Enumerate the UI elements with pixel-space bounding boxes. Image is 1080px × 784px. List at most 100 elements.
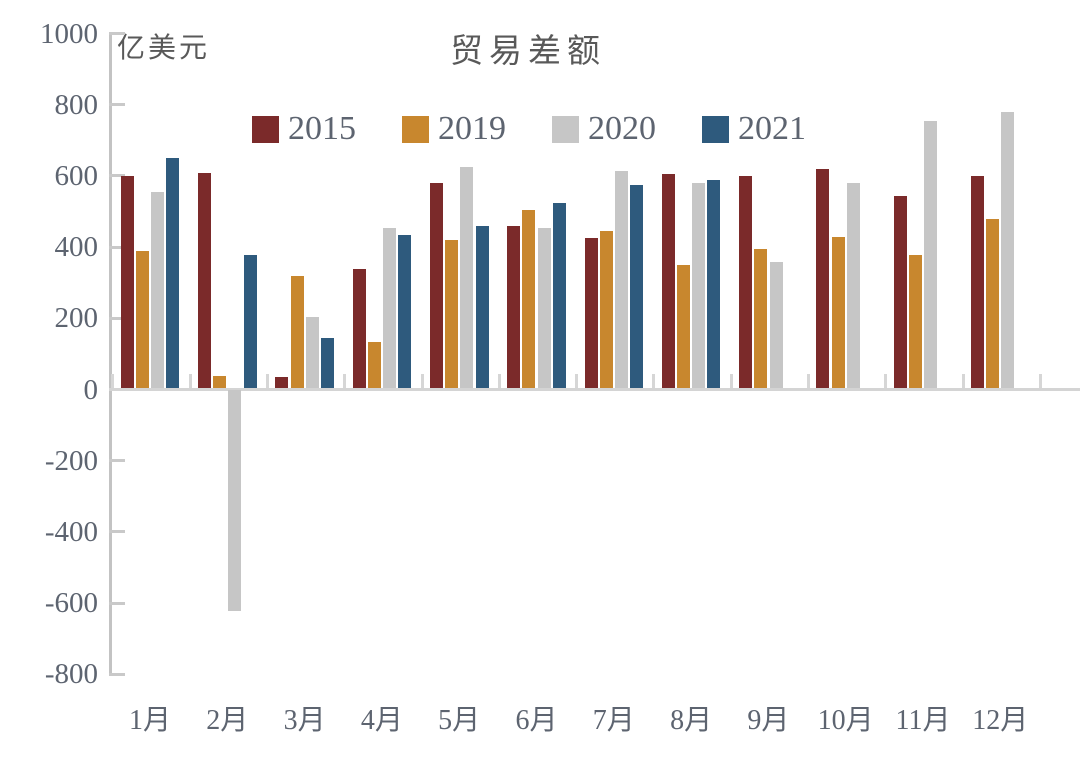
bar-2019-month6	[522, 210, 536, 388]
y-axis-tick	[109, 103, 125, 107]
bar-2021-month2	[243, 254, 257, 388]
bar-2020-month11	[924, 121, 938, 388]
y-axis-tick	[109, 672, 125, 676]
x-axis-month-label: 12月	[972, 705, 1029, 736]
bar-2015-month11	[893, 195, 907, 388]
x-axis-tick	[188, 374, 192, 388]
bar-2019-month4	[367, 341, 381, 388]
bar-2019-month10	[831, 236, 845, 388]
x-axis-month-label: 11月	[895, 705, 951, 736]
x-axis-month-label: 4月	[360, 705, 403, 736]
x-axis-tick	[1038, 374, 1042, 388]
legend-label-2020: 2020	[588, 110, 656, 147]
bar-2019-month2	[213, 375, 227, 388]
x-axis-line	[109, 388, 1080, 391]
y-axis-tick	[109, 32, 125, 35]
y-axis-tick	[109, 459, 125, 463]
x-axis-tick	[884, 374, 888, 388]
x-axis-month-label: 8月	[670, 705, 713, 736]
legend-label-2021: 2021	[738, 110, 806, 147]
bar-2019-month9	[754, 249, 768, 388]
bar-2015-month4	[352, 268, 366, 388]
bar-2020-month12	[1001, 112, 1015, 388]
bar-2020-month3	[305, 316, 319, 388]
bar-2015-month2	[198, 172, 211, 388]
bar-2021-month8	[707, 179, 721, 388]
x-axis-tick	[111, 374, 115, 388]
legend-swatch-2020	[552, 115, 579, 143]
y-axis-unit-label: 亿美元	[117, 33, 211, 64]
bar-2021-month7	[630, 185, 644, 388]
bar-2015-month3	[275, 377, 289, 388]
bar-2019-month1	[135, 250, 149, 388]
y-axis-tick-label: -600	[44, 587, 98, 620]
bar-2020-month1	[151, 192, 165, 388]
legend: 2015 2019 2020 2021	[252, 110, 852, 148]
legend-item-2015: 2015	[252, 110, 356, 148]
bar-2015-month12	[971, 176, 984, 388]
bar-2019-month11	[908, 254, 922, 388]
bar-2020-month5	[460, 167, 474, 388]
legend-item-2019: 2019	[402, 110, 506, 148]
y-axis-tick-label: 1000	[40, 17, 98, 50]
y-axis-tick-label: 0	[83, 373, 99, 406]
legend-swatch-2015	[252, 115, 279, 143]
x-axis-tick	[961, 374, 965, 388]
y-axis-tick-label: 200	[54, 302, 99, 335]
y-axis-tick-label: 800	[54, 88, 99, 121]
bar-2015-month6	[507, 226, 521, 388]
y-axis-tick	[109, 174, 125, 178]
y-axis-tick	[109, 245, 125, 249]
chart-title: 贸易差额	[450, 34, 606, 70]
y-axis-tick	[109, 530, 125, 534]
y-axis-tick	[109, 601, 125, 605]
bar-2015-month10	[816, 169, 830, 388]
legend-label-2019: 2019	[438, 110, 506, 147]
bar-2019-month7	[599, 231, 613, 388]
bar-2021-month6	[552, 202, 566, 388]
x-axis-month-label: 1月	[128, 705, 171, 736]
legend-swatch-2021	[702, 115, 729, 143]
x-axis-tick	[807, 374, 811, 388]
x-axis-month-label: 6月	[515, 705, 558, 736]
bar-2020-month2	[228, 390, 242, 611]
x-axis-tick	[497, 374, 501, 388]
x-axis-tick	[575, 374, 579, 388]
x-axis-month-label: 9月	[747, 705, 790, 736]
bar-2021-month1	[166, 158, 180, 388]
legend-label-2015: 2015	[288, 110, 356, 147]
bar-2020-month9	[769, 261, 783, 388]
x-axis-month-label: 5月	[438, 705, 481, 736]
x-axis-month-label: 10月	[817, 705, 874, 736]
bar-2019-month12	[986, 218, 1000, 388]
bar-2019-month8	[677, 265, 690, 388]
y-axis-tick	[109, 316, 125, 320]
bar-2019-month5	[445, 240, 459, 388]
x-axis-month-label: 3月	[283, 705, 326, 736]
x-axis-tick	[729, 374, 733, 388]
y-axis-tick-label: -800	[44, 658, 98, 691]
bar-2015-month7	[584, 238, 598, 388]
bar-2020-month8	[692, 183, 706, 388]
bar-2015-month9	[739, 176, 753, 388]
x-axis-tick	[420, 374, 424, 388]
legend-item-2020: 2020	[552, 110, 656, 148]
x-axis-tick	[343, 374, 347, 388]
y-axis-tick-label: -200	[44, 444, 98, 477]
bar-2020-month7	[614, 170, 628, 388]
y-axis-tick-label: 600	[54, 159, 99, 192]
bar-2015-month1	[120, 176, 134, 388]
bar-2021-month3	[320, 338, 334, 388]
bar-2021-month4	[398, 234, 412, 388]
bar-2015-month5	[429, 183, 443, 388]
bar-2020-month10	[846, 183, 860, 388]
bar-2020-month6	[537, 227, 551, 388]
bar-2020-month4	[383, 227, 396, 388]
y-axis-tick-label: -400	[44, 515, 98, 548]
bar-2019-month3	[290, 275, 304, 388]
bar-2021-month5	[475, 226, 489, 388]
x-axis-tick	[265, 374, 269, 388]
x-axis-month-label: 2月	[206, 705, 249, 736]
legend-swatch-2019	[402, 115, 429, 143]
